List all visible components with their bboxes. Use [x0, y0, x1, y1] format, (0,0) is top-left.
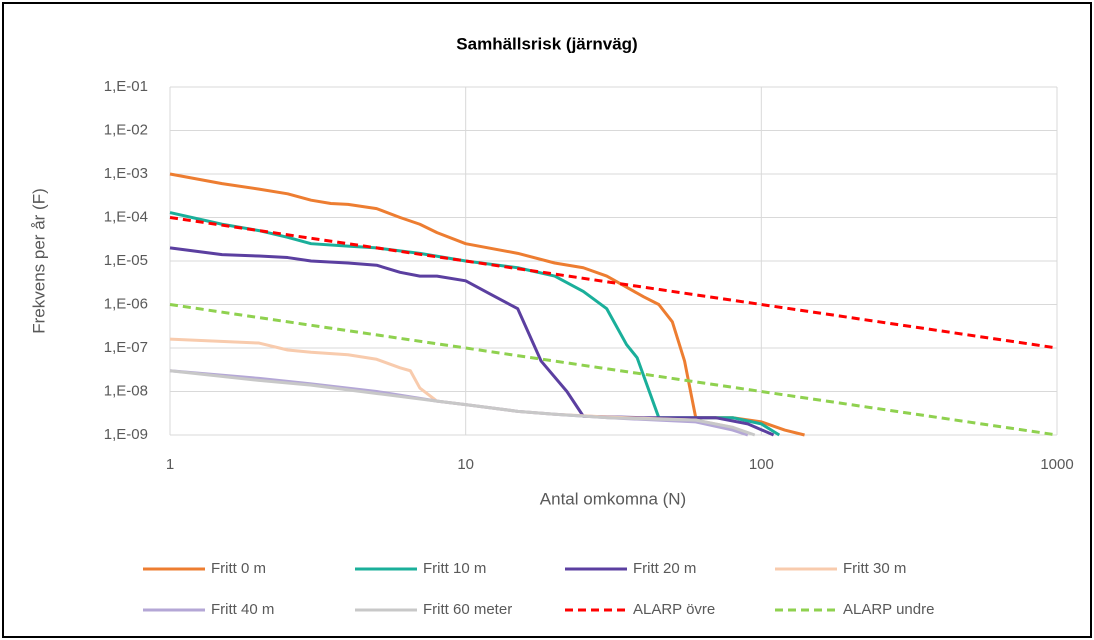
y-axis-label: Frekvens per år (F)	[29, 188, 48, 333]
y-tick-label: 1,E-01	[104, 78, 148, 95]
y-tick-label: 1,E-08	[104, 382, 148, 399]
x-tick-label: 1000	[1040, 456, 1073, 473]
legend-label: Fritt 30 m	[843, 560, 906, 577]
y-tick-label: 1,E-03	[104, 165, 148, 182]
series-line	[169, 216, 1058, 350]
x-tick-label: 10	[457, 456, 474, 473]
y-tick-label: 1,E-02	[104, 121, 148, 138]
series-line	[169, 303, 1058, 437]
y-tick-label: 1,E-05	[104, 252, 148, 269]
legend-label: ALARP undre	[843, 601, 934, 618]
y-tick-label: 1,E-06	[104, 295, 148, 312]
legend-label: ALARP övre	[633, 601, 715, 618]
series-line	[169, 369, 756, 437]
x-axis-label: Antal omkomna (N)	[540, 489, 686, 508]
x-tick-label: 100	[749, 456, 774, 473]
legend-label: Fritt 10 m	[423, 560, 486, 577]
y-tick-label: 1,E-07	[104, 339, 148, 356]
x-tick-label: 1	[166, 456, 174, 473]
legend-label: Fritt 20 m	[633, 560, 696, 577]
legend-label: Fritt 40 m	[211, 601, 274, 618]
chart-title: Samhällsrisk (järnväg)	[456, 34, 637, 53]
y-tick-label: 1,E-09	[104, 426, 148, 443]
series-line	[169, 172, 805, 437]
y-tick-label: 1,E-04	[104, 208, 148, 225]
legend-label: Fritt 0 m	[211, 560, 266, 577]
legend-label: Fritt 60 meter	[423, 601, 512, 618]
